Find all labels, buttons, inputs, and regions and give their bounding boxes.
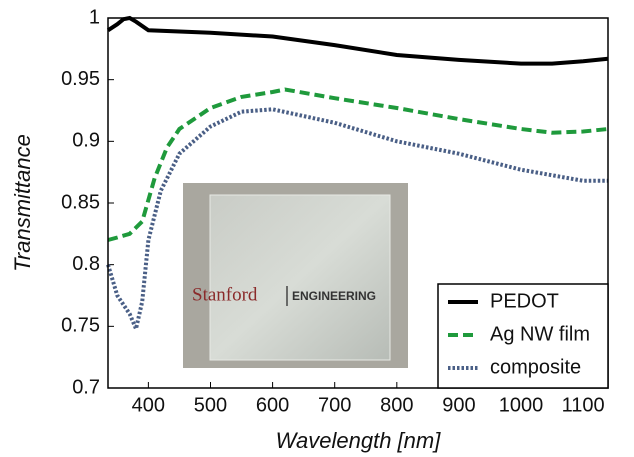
y-tick-label: 0.7	[72, 376, 100, 398]
legend-label: composite	[490, 356, 581, 378]
x-tick-label: 1100	[562, 394, 605, 416]
y-tick-label: 0.8	[72, 253, 100, 275]
y-tick-label: 1	[89, 6, 100, 28]
series-line	[107, 87, 609, 242]
legend-label: PEDOT	[490, 290, 559, 312]
legend-label: Ag NW film	[490, 323, 590, 345]
y-tick-label: 0.75	[61, 315, 100, 337]
inset-photo: Stanford ENGINEERING	[183, 183, 408, 368]
x-tick-label: 1000	[499, 394, 544, 416]
series-line	[106, 107, 608, 336]
y-axis-label: Transmittance	[10, 134, 35, 272]
x-tick-label: 900	[442, 394, 475, 416]
inset-text: Stanford	[192, 284, 258, 305]
x-tick-label: 400	[132, 394, 165, 416]
y-tick-label: 0.85	[61, 191, 100, 213]
x-tick-label: 800	[380, 394, 413, 416]
plot-frame	[107, 17, 609, 389]
glass-slide	[209, 194, 391, 361]
x-tick-label: 700	[318, 394, 351, 416]
x-tick-label: 500	[194, 394, 227, 416]
y-tick-label: 0.95	[61, 68, 100, 90]
inset-text: ENGINEERING	[292, 289, 376, 303]
series-line	[106, 15, 609, 66]
x-tick-label: 600	[256, 394, 289, 416]
y-tick-label: 0.9	[72, 130, 100, 152]
x-axis-label: Wavelength [nm]	[276, 428, 442, 453]
legend: PEDOT Ag NW film composite	[437, 283, 609, 389]
